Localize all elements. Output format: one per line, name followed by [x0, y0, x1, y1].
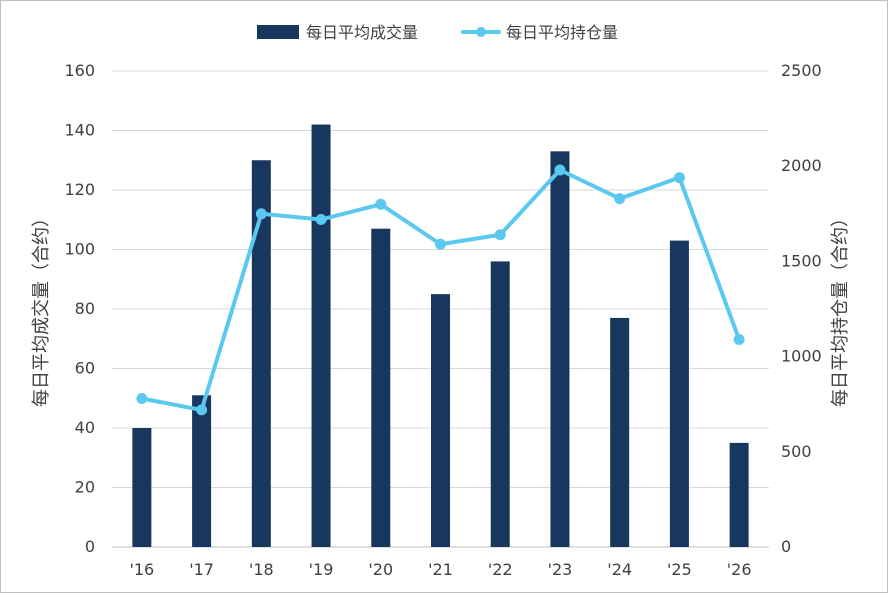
- open-interest-point: [375, 198, 387, 210]
- left-tick-label: 160: [64, 61, 95, 80]
- legend-bar-label: 每日平均成交量: [306, 23, 418, 42]
- volume-bar: [431, 294, 450, 547]
- right-tick-label: 2000: [781, 156, 822, 175]
- open-interest-point: [196, 404, 208, 416]
- x-tick-label: '18: [249, 560, 274, 579]
- right-tick-label: 2500: [781, 61, 822, 80]
- volume-bar: [371, 228, 391, 548]
- left-tick-label: 40: [75, 418, 95, 437]
- left-tick-label: 60: [75, 359, 95, 378]
- x-tick-label: '20: [368, 560, 393, 579]
- left-tick-label: 120: [64, 180, 95, 199]
- open-interest-point: [315, 214, 327, 226]
- left-tick-label: 0: [85, 537, 95, 556]
- x-tick-label: '21: [428, 560, 453, 579]
- x-tick-label: '26: [727, 560, 752, 579]
- x-tick-label: '17: [189, 560, 214, 579]
- left-tick-label: 140: [64, 121, 95, 140]
- axes: 0 20 40 60 80 100 120 140 160 0 500 1000 1500 2000 250…: [64, 61, 821, 579]
- right-tick-label: 0: [781, 537, 791, 556]
- volume-bar: [251, 160, 271, 547]
- volume-bar: [669, 240, 689, 547]
- right-axis-title: 每日平均持仓量（合约）: [830, 209, 851, 407]
- right-tick-label: 1500: [781, 251, 822, 270]
- x-tick-label: '16: [129, 560, 154, 579]
- open-interest-point: [136, 392, 148, 404]
- open-interest-point: [435, 238, 446, 250]
- open-interest-point: [494, 229, 506, 241]
- left-axis-title: 每日平均成交量（合约）: [31, 209, 52, 407]
- volume-bars: [132, 124, 749, 548]
- volume-bar: [132, 428, 152, 547]
- right-tick-label: 500: [781, 442, 812, 461]
- legend-line-label: 每日平均持仓量: [506, 23, 618, 42]
- legend-bar-swatch: [257, 25, 299, 39]
- open-interest-line: [136, 164, 745, 416]
- volume-bar: [610, 317, 630, 547]
- volume-bar: [490, 261, 510, 547]
- open-interest-point: [554, 164, 566, 176]
- volume-bar: [729, 442, 749, 547]
- x-tick-label: '24: [607, 560, 632, 579]
- right-tick-label: 1000: [781, 347, 822, 366]
- open-interest-point: [733, 333, 745, 345]
- open-interest-point: [673, 172, 685, 184]
- volume-bar: [550, 151, 570, 547]
- open-interest-point: [614, 193, 626, 205]
- x-tick-label: '25: [667, 560, 692, 579]
- legend: 每日平均成交量 每日平均持仓量: [257, 23, 618, 42]
- x-tick-label: '19: [309, 560, 334, 579]
- volume-bar: [192, 395, 212, 547]
- open-interest-point: [255, 208, 267, 220]
- legend-line-marker: [476, 27, 486, 37]
- left-tick-label: 100: [64, 240, 95, 259]
- volume-bar: [311, 124, 331, 548]
- left-tick-label: 20: [75, 478, 95, 497]
- x-tick-label: '22: [488, 560, 513, 579]
- x-tick-label: '23: [548, 560, 573, 579]
- left-tick-label: 80: [75, 299, 95, 318]
